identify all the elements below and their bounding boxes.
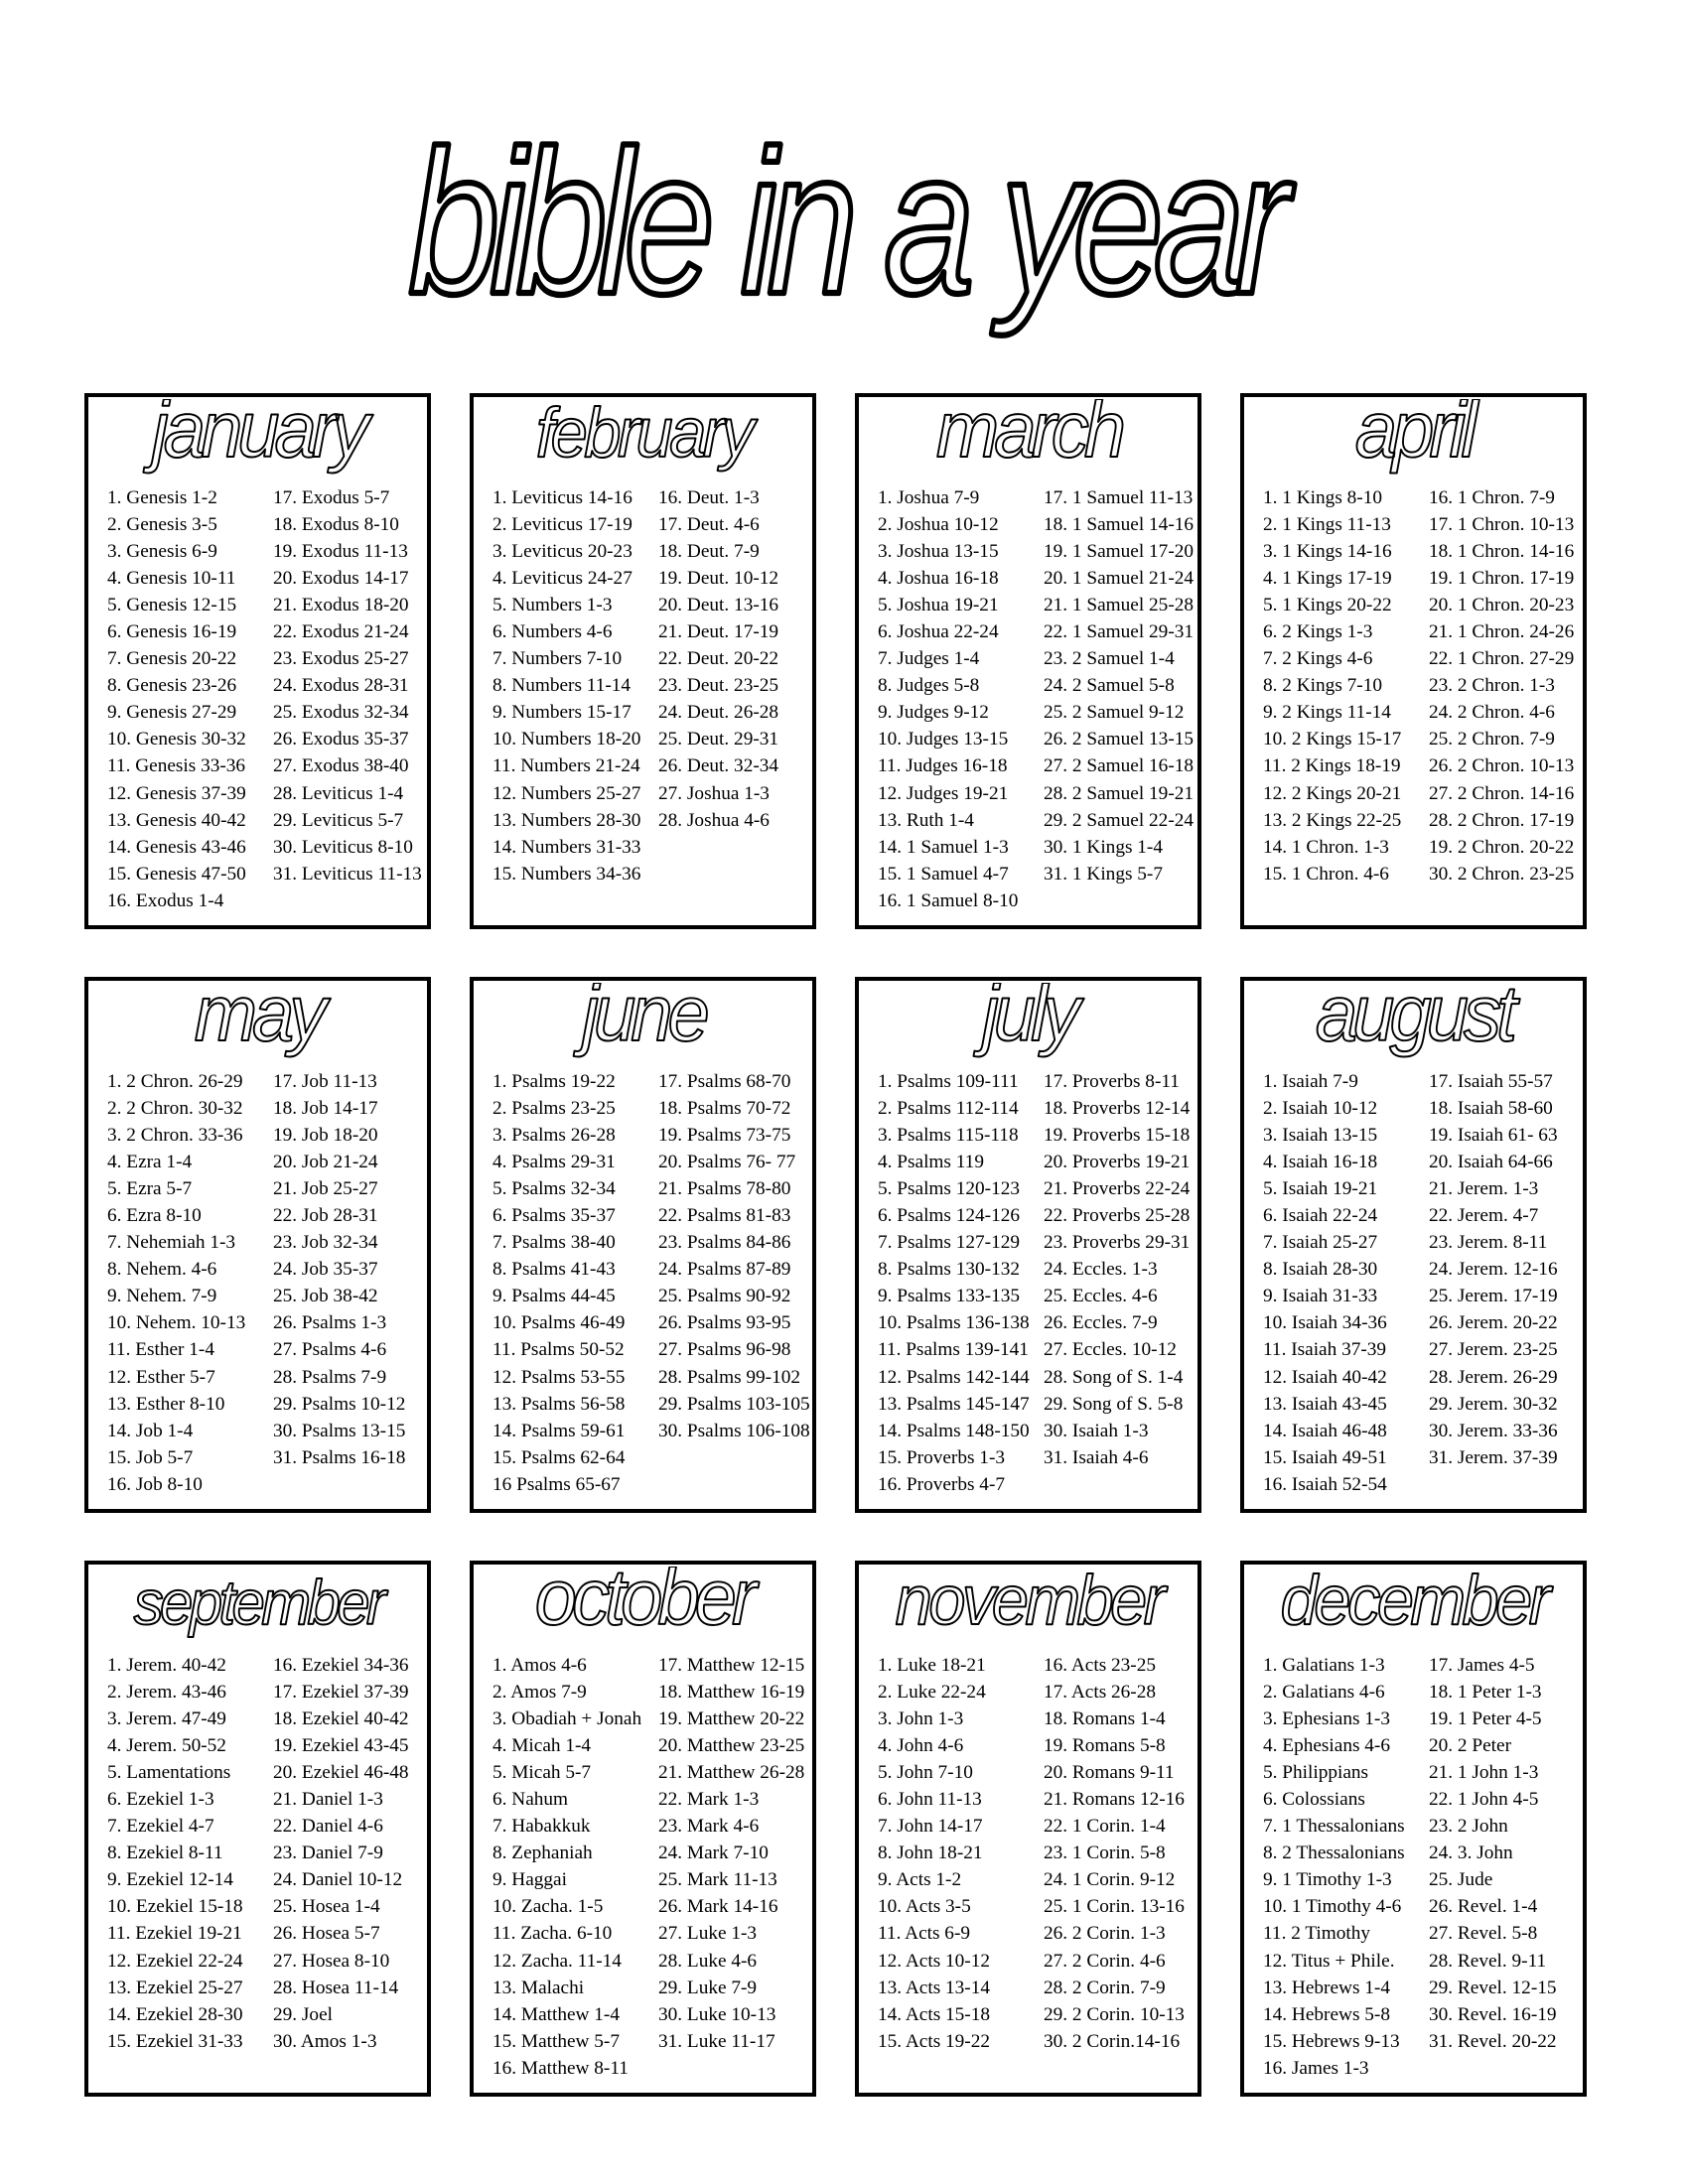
svg-text:june: june — [573, 983, 707, 1057]
svg-text:april: april — [1354, 399, 1479, 474]
svg-text:december: december — [1280, 1567, 1553, 1639]
svg-text:july: july — [973, 983, 1084, 1057]
svg-text:september: september — [133, 1569, 388, 1639]
svg-text:bible in a year: bible in a year — [408, 107, 1295, 337]
svg-text:november: november — [895, 1567, 1168, 1639]
svg-text:march: march — [935, 399, 1122, 474]
svg-text:january: january — [143, 399, 373, 474]
svg-text:august: august — [1315, 983, 1519, 1057]
svg-text:october: october — [534, 1567, 759, 1641]
svg-text:may: may — [194, 983, 330, 1057]
svg-text:february: february — [535, 399, 758, 472]
